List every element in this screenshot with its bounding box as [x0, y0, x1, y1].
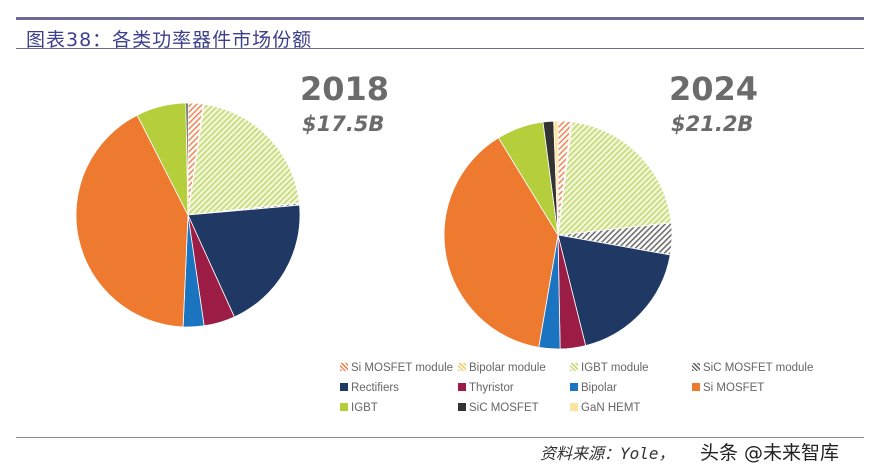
- legend-item-rectifiers: Rectifiers: [340, 382, 399, 394]
- slice-2018-rectifiers: [187, 204, 301, 318]
- legend-item-sic-mosfet: SiC MOSFET: [458, 402, 539, 414]
- legend-label: SiC MOSFET module: [703, 362, 814, 374]
- legend-swatch: [458, 363, 466, 371]
- legend-item-gan-hemt: GaN HEMT: [570, 402, 640, 414]
- legend-item-thyristor: Thyristor: [458, 382, 514, 394]
- legend-item-si-mosfet-module: Si MOSFET module: [340, 362, 453, 374]
- bottom-rule: [16, 437, 864, 438]
- legend-swatch: [340, 383, 348, 391]
- slice-2024-rectifiers: [557, 234, 671, 347]
- legend-label: IGBT: [351, 402, 378, 414]
- legend-swatch: [692, 363, 700, 371]
- legend-label: Thyristor: [469, 382, 514, 394]
- total-2024-label: $21.2B: [671, 112, 754, 136]
- top-rule: [16, 17, 864, 20]
- slice-2018-igbt-module: [187, 103, 300, 216]
- legend-item-igbt-module: IGBT module: [570, 362, 649, 374]
- legend-swatch: [570, 403, 578, 411]
- legend-swatch: [340, 403, 348, 411]
- source-note: 资料来源：Yole，: [540, 444, 675, 463]
- legend-swatch: [570, 363, 578, 371]
- legend-swatch: [692, 383, 700, 391]
- legend-label: Si MOSFET: [703, 382, 765, 394]
- legend-item-bipolar: Bipolar: [570, 382, 617, 394]
- title-rule: [16, 48, 864, 49]
- slice-2024-igbt-module: [557, 121, 672, 236]
- year-2018-label: 2018: [300, 70, 390, 108]
- legend-label: GaN HEMT: [581, 402, 641, 414]
- legend-swatch: [458, 383, 466, 391]
- legend-label: Rectifiers: [351, 382, 399, 394]
- legend-item-bipolar-module: Bipolar module: [458, 362, 546, 374]
- slice-2018-sic-mosfet: [185, 102, 189, 216]
- legend-item-igbt: IGBT: [340, 402, 378, 414]
- legend-item-sic-mosfet-module: SiC MOSFET module: [692, 362, 813, 374]
- legend-label: IGBT module: [581, 362, 649, 374]
- watermark: 头条 @未来智库: [700, 442, 840, 464]
- figure-title: 图表38：各类功率器件市场份额: [26, 29, 313, 51]
- legend-item-si-mosfet: Si MOSFET: [692, 382, 764, 394]
- total-2018-label: $17.5B: [302, 112, 385, 136]
- pie-2018: [75, 102, 301, 328]
- slice-2018-si-mosfet: [75, 114, 189, 328]
- legend-label: Si MOSFET module: [351, 362, 454, 374]
- legend-swatch: [458, 403, 466, 411]
- pie-2024: [443, 120, 673, 350]
- legend-swatch: [570, 383, 578, 391]
- legend-label: Bipolar module: [469, 362, 546, 374]
- slice-2024-si-mosfet: [443, 137, 559, 348]
- legend-swatch: [340, 363, 348, 371]
- year-2024-label: 2024: [669, 70, 759, 108]
- legend-label: SiC MOSFET: [469, 402, 539, 414]
- slice-2024-gan-hemt: [553, 120, 559, 236]
- legend-label: Bipolar: [581, 382, 617, 394]
